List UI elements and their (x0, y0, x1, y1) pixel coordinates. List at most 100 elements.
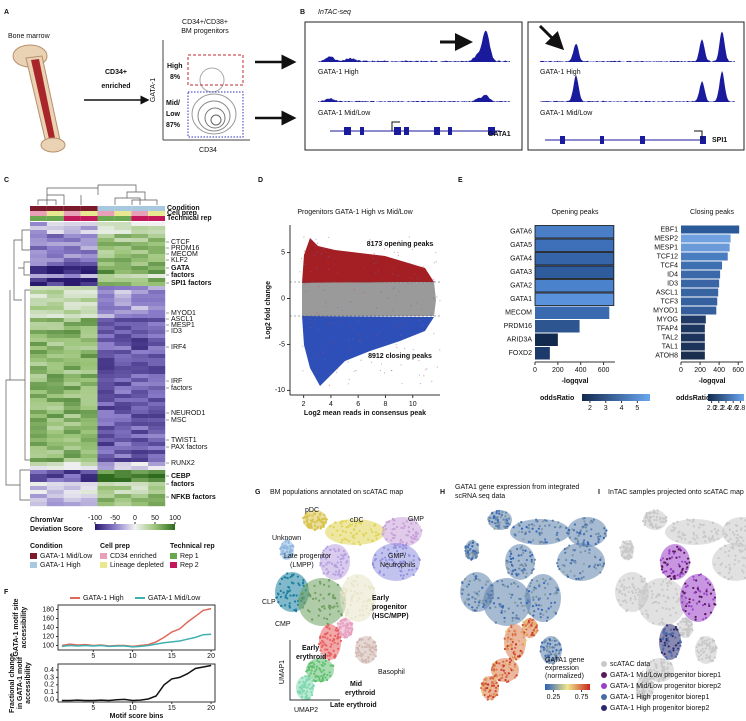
cell (662, 669, 666, 673)
cell (346, 631, 349, 634)
cell (474, 577, 477, 580)
cell (666, 657, 669, 660)
annotation-cell (114, 206, 132, 211)
cell (519, 597, 522, 601)
bar (681, 315, 706, 324)
cell (684, 585, 688, 589)
heatmap-cell (63, 398, 81, 403)
point (327, 323, 330, 326)
cell (687, 612, 691, 615)
cell (365, 645, 368, 649)
x-tick-label: 8 (384, 401, 388, 408)
cell (709, 592, 713, 595)
cell (394, 563, 398, 566)
cell (670, 663, 673, 666)
heatmap-cell (80, 314, 98, 319)
cell (367, 585, 371, 588)
cell (661, 648, 665, 651)
point (409, 262, 411, 265)
cell (507, 517, 511, 520)
point (436, 366, 438, 368)
point (324, 301, 327, 304)
cell (675, 611, 678, 614)
category-label: MESP1 (654, 244, 678, 251)
point (316, 251, 318, 254)
cell (329, 674, 332, 678)
cell (673, 550, 677, 553)
point (426, 368, 428, 370)
cell (498, 673, 501, 676)
cell (727, 554, 730, 557)
heatmap-cell (148, 250, 166, 255)
cell (686, 523, 690, 526)
heatmap-cell (30, 358, 48, 363)
cell (289, 576, 292, 579)
cell (328, 638, 332, 642)
panel-label: D (258, 177, 263, 184)
cell (403, 524, 406, 528)
cell (347, 539, 351, 543)
cell (343, 619, 346, 622)
cell (640, 591, 643, 594)
cell (505, 646, 509, 650)
cell (657, 526, 660, 529)
heatmap-cell (80, 286, 98, 291)
point (432, 297, 434, 299)
heatmap-cell (148, 426, 166, 431)
cell (657, 680, 660, 683)
cell (727, 571, 731, 574)
cell (388, 558, 391, 561)
cell (369, 608, 372, 612)
point (322, 248, 325, 250)
heatmap-cell (148, 238, 166, 243)
cell (392, 546, 395, 549)
heatmap-cell (30, 326, 48, 331)
cell (557, 521, 560, 524)
cell (650, 691, 653, 694)
point (391, 309, 394, 311)
cell (495, 683, 499, 686)
cell (477, 590, 481, 593)
cell (374, 534, 377, 537)
heatmap-cell (30, 374, 48, 379)
heatmap-cell (97, 262, 115, 267)
heatmap-cell (30, 294, 48, 299)
heatmap-cell (63, 386, 81, 391)
cell (535, 604, 538, 607)
heatmap-cell (114, 406, 132, 411)
heatmap-cell (63, 426, 81, 431)
heatmap-cell (148, 382, 166, 387)
heatmap-cell (114, 446, 132, 451)
panel-label: I (598, 489, 600, 496)
cell (341, 520, 344, 523)
cell (566, 575, 570, 578)
cell (643, 577, 646, 580)
heatmap-cell (114, 346, 132, 351)
cell (664, 600, 667, 603)
cell (306, 686, 309, 689)
cell (693, 591, 696, 594)
heatmap-cell (63, 298, 81, 303)
cell (521, 652, 524, 655)
cell (668, 633, 671, 636)
annotation-cell (46, 216, 64, 221)
cell (702, 641, 705, 644)
signal-track (318, 94, 510, 102)
cell (345, 636, 349, 639)
cell (319, 680, 322, 683)
cluster (638, 578, 686, 626)
cell (516, 585, 520, 588)
heatmap-cell (30, 478, 48, 483)
cell (485, 580, 488, 583)
bar (681, 225, 740, 234)
point (332, 342, 334, 345)
cell (704, 616, 708, 620)
heatmap-cell (46, 446, 64, 451)
heatmap-cell (131, 350, 149, 355)
cell (622, 578, 626, 582)
heatmap-cell (63, 394, 81, 399)
cell (500, 609, 503, 612)
annotation-cell (148, 206, 165, 211)
legend-label: Lineage depleted (110, 562, 164, 569)
cell (564, 551, 567, 554)
